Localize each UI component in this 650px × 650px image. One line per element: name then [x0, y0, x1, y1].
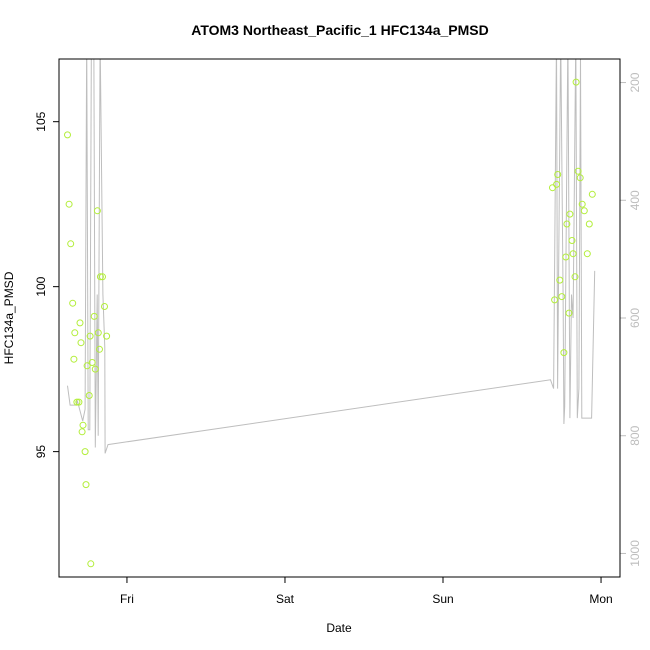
data-point	[67, 240, 75, 248]
y-axis-label: HFC134a_PMSD	[2, 271, 16, 364]
y2-tick-label: 200	[628, 72, 642, 92]
data-point	[83, 362, 91, 370]
data-point	[70, 355, 78, 363]
data-point	[558, 293, 566, 301]
y2-tick-label: 600	[628, 308, 642, 328]
data-point	[91, 365, 99, 373]
data-point	[569, 250, 577, 258]
y-tick-label: 100	[34, 276, 48, 296]
data-point	[574, 167, 582, 175]
data-point	[76, 319, 84, 327]
y-tick-label: 95	[34, 445, 48, 459]
data-point	[85, 392, 93, 399]
chart-title: ATOM3 Northeast_Pacific_1 HFC134a_PMSD	[191, 22, 488, 38]
data-point	[553, 180, 561, 188]
data-point	[556, 276, 564, 284]
y2-tick-label: 800	[628, 425, 642, 445]
y2-tick-label: 400	[628, 190, 642, 210]
data-point	[576, 174, 584, 182]
x-tick-label: Mon	[589, 592, 612, 606]
data-point	[78, 428, 86, 436]
data-point	[103, 332, 111, 340]
data-point	[565, 309, 573, 317]
data-point	[75, 398, 83, 406]
data-point	[93, 207, 101, 215]
data-point	[571, 273, 579, 281]
data-point	[585, 220, 593, 228]
data-point	[69, 299, 77, 307]
data-point	[566, 210, 574, 218]
x-tick-label: Fri	[120, 592, 134, 606]
y2-tick-label: 1000	[628, 540, 642, 567]
data-point	[101, 303, 108, 310]
data-point	[65, 200, 73, 208]
data-point	[580, 207, 588, 215]
x-tick-label: Sat	[276, 592, 295, 606]
data-point	[82, 481, 90, 489]
data-point	[578, 200, 586, 208]
data-point	[79, 421, 87, 429]
data-point	[99, 273, 106, 281]
data-point	[86, 332, 94, 340]
data-point	[88, 359, 96, 366]
plot-frame	[58, 58, 621, 578]
data-point	[572, 78, 580, 86]
data-point	[588, 190, 596, 198]
y-tick-label: 105	[34, 111, 48, 131]
data-point	[73, 398, 81, 406]
data-point	[96, 345, 103, 353]
data-point	[94, 329, 102, 337]
data-point	[77, 339, 85, 347]
x-tick-label: Sun	[432, 592, 453, 606]
data-point	[71, 329, 79, 337]
data-point	[568, 237, 576, 244]
data-point	[583, 250, 591, 258]
data-point	[64, 131, 71, 139]
series-line	[67, 59, 596, 454]
chart-marks: Fri Sat Sun Mon 95 100 105 200 400 600 800 1000	[34, 59, 642, 606]
data-point	[554, 171, 562, 178]
data-point	[96, 273, 104, 281]
x-axis-label: Date	[326, 621, 352, 635]
data-point	[560, 349, 568, 357]
data-point	[562, 253, 570, 261]
data-point	[90, 312, 98, 320]
data-point	[81, 448, 89, 456]
data-point	[87, 560, 95, 568]
data-point	[551, 296, 559, 304]
data-point	[563, 220, 571, 228]
